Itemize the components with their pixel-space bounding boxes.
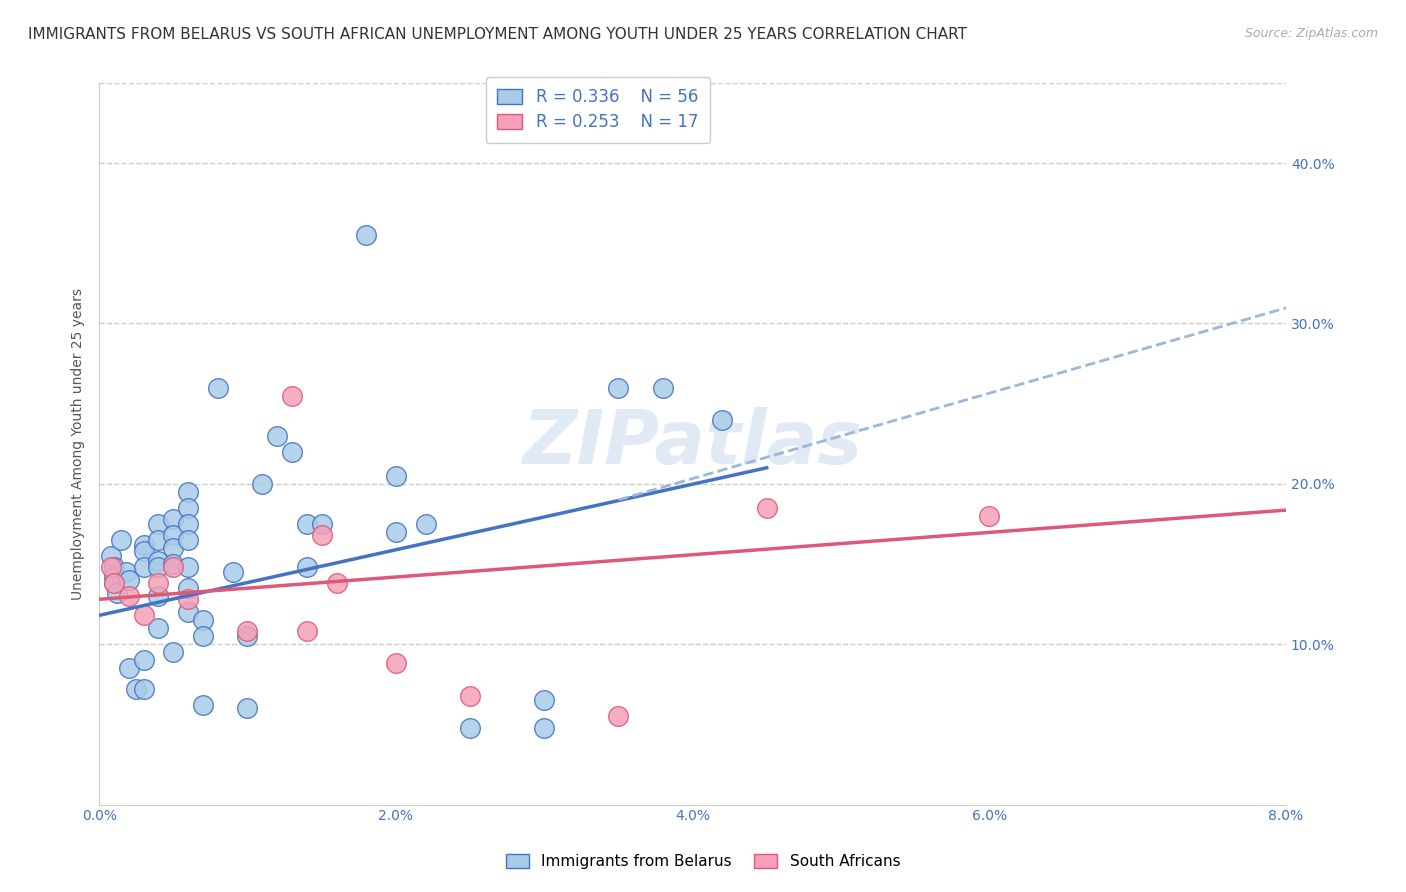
Point bbox=[311, 528, 333, 542]
Point bbox=[711, 412, 734, 426]
Point bbox=[354, 228, 377, 243]
Point bbox=[979, 508, 1001, 523]
Point bbox=[281, 389, 304, 403]
Point bbox=[148, 554, 170, 568]
Point bbox=[651, 381, 673, 395]
Point bbox=[191, 613, 214, 627]
Point bbox=[177, 605, 200, 619]
Point bbox=[533, 693, 555, 707]
Point bbox=[100, 549, 122, 563]
Point bbox=[162, 557, 184, 571]
Point bbox=[207, 381, 229, 395]
Point bbox=[458, 721, 481, 735]
Point bbox=[105, 586, 128, 600]
Point bbox=[132, 538, 155, 552]
Point bbox=[177, 581, 200, 595]
Point bbox=[118, 589, 141, 603]
Point bbox=[236, 701, 259, 715]
Point bbox=[177, 592, 200, 607]
Point bbox=[132, 653, 155, 667]
Point bbox=[221, 565, 243, 579]
Point bbox=[191, 698, 214, 713]
Point bbox=[458, 689, 481, 703]
Point bbox=[177, 560, 200, 574]
Text: Source: ZipAtlas.com: Source: ZipAtlas.com bbox=[1244, 27, 1378, 40]
Point bbox=[132, 608, 155, 623]
Point bbox=[162, 560, 184, 574]
Point bbox=[415, 516, 437, 531]
Point bbox=[118, 661, 141, 675]
Point bbox=[177, 484, 200, 499]
Point bbox=[148, 621, 170, 635]
Point bbox=[252, 476, 274, 491]
Point bbox=[148, 533, 170, 547]
Point bbox=[125, 682, 148, 697]
Point bbox=[295, 560, 318, 574]
Point bbox=[755, 500, 778, 515]
Point bbox=[533, 721, 555, 735]
Y-axis label: Unemployment Among Youth under 25 years: Unemployment Among Youth under 25 years bbox=[72, 288, 86, 599]
Point bbox=[148, 516, 170, 531]
Point bbox=[148, 560, 170, 574]
Point bbox=[266, 428, 288, 442]
Point bbox=[325, 576, 347, 591]
Point bbox=[100, 560, 122, 574]
Point bbox=[295, 516, 318, 531]
Point bbox=[236, 629, 259, 643]
Point bbox=[103, 560, 125, 574]
Point bbox=[132, 544, 155, 558]
Point bbox=[162, 512, 184, 526]
Point bbox=[132, 682, 155, 697]
Point bbox=[103, 570, 125, 584]
Point bbox=[607, 381, 630, 395]
Point bbox=[191, 629, 214, 643]
Text: ZIPatlas: ZIPatlas bbox=[523, 408, 862, 480]
Legend: R = 0.336    N = 56, R = 0.253    N = 17: R = 0.336 N = 56, R = 0.253 N = 17 bbox=[485, 77, 710, 143]
Point bbox=[103, 576, 125, 591]
Point bbox=[236, 624, 259, 639]
Point bbox=[177, 500, 200, 515]
Point bbox=[311, 516, 333, 531]
Point bbox=[148, 576, 170, 591]
Text: IMMIGRANTS FROM BELARUS VS SOUTH AFRICAN UNEMPLOYMENT AMONG YOUTH UNDER 25 YEARS: IMMIGRANTS FROM BELARUS VS SOUTH AFRICAN… bbox=[28, 27, 967, 42]
Point bbox=[281, 444, 304, 458]
Point bbox=[162, 528, 184, 542]
Point bbox=[162, 645, 184, 659]
Legend: Immigrants from Belarus, South Africans: Immigrants from Belarus, South Africans bbox=[499, 848, 907, 875]
Point bbox=[110, 533, 132, 547]
Point bbox=[103, 576, 125, 591]
Point bbox=[385, 657, 408, 671]
Point bbox=[162, 541, 184, 555]
Point bbox=[114, 565, 136, 579]
Point bbox=[295, 624, 318, 639]
Point bbox=[118, 573, 141, 587]
Point bbox=[148, 589, 170, 603]
Point bbox=[177, 516, 200, 531]
Point bbox=[132, 560, 155, 574]
Point bbox=[385, 468, 408, 483]
Point bbox=[385, 524, 408, 539]
Point bbox=[607, 709, 630, 723]
Point bbox=[177, 533, 200, 547]
